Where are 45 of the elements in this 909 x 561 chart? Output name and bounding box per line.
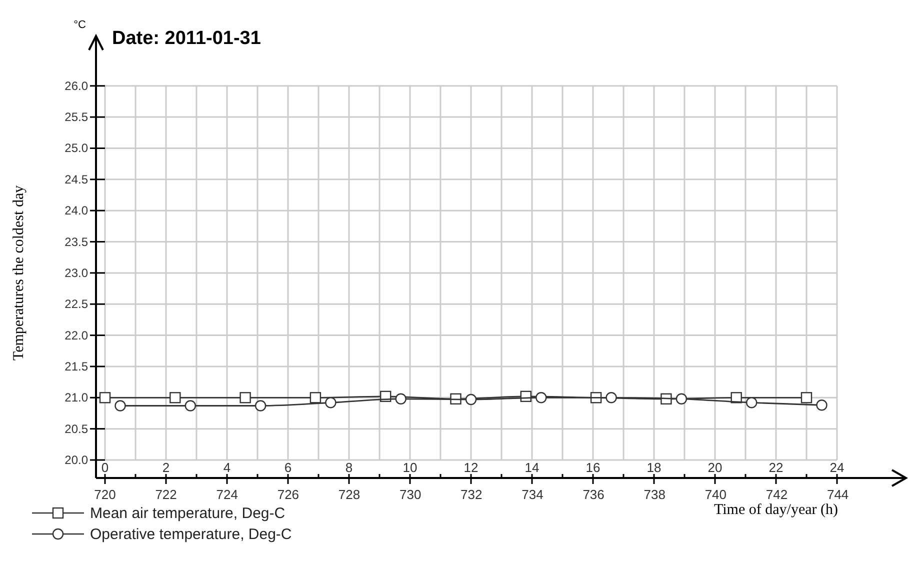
x-tick-label: 12 — [464, 460, 478, 475]
y-tick-label: 22.5 — [64, 297, 88, 312]
y-tick-label: 24.0 — [64, 204, 88, 218]
x-tick-label: 8 — [345, 460, 353, 475]
y-tick-label: 24.5 — [64, 172, 88, 186]
x2-tick-label: 736 — [582, 487, 604, 502]
x-tick-label: 2 — [162, 460, 170, 475]
y-tick-label: 23.0 — [64, 266, 88, 280]
y-tick-label: 25.0 — [64, 141, 88, 156]
chart-title: Date: 2011-01-31 — [112, 28, 262, 49]
legend-label: Mean air temperature, Deg-C — [90, 505, 286, 522]
x2-tick-label: 720 — [94, 487, 116, 502]
y-tick-label: 26.0 — [64, 78, 88, 93]
x2-tick-label: 744 — [826, 487, 849, 502]
x-tick-label: 6 — [284, 460, 292, 475]
x2-tick-label: 740 — [704, 487, 727, 502]
x-tick-label: 20 — [708, 460, 722, 475]
x2-tick-label: 742 — [766, 487, 788, 502]
y-tick-label: 22.0 — [64, 328, 88, 342]
x-tick-label: 16 — [586, 460, 600, 475]
x2-tick-label: 734 — [522, 487, 544, 502]
y-tick-label: 23.5 — [64, 234, 88, 249]
text: °C — [74, 19, 86, 31]
y-tick-label: 20.0 — [64, 453, 88, 467]
x2-tick-label: 732 — [460, 487, 482, 502]
x-tick-label: 22 — [768, 460, 784, 475]
x-tick-label: 14 — [524, 460, 540, 475]
x2-tick-label: 722 — [155, 487, 177, 502]
y-tick-label: 21.0 — [64, 390, 88, 405]
y-axis-title: Temperatures the coldest day — [11, 184, 27, 361]
x2-tick-label: 730 — [399, 487, 422, 502]
y-tick-label: 25.5 — [64, 110, 88, 124]
y-tick-label: 21.5 — [64, 359, 88, 374]
x2-tick-label: 724 — [216, 487, 238, 502]
x2-tick-label: 728 — [338, 487, 360, 502]
legend-label: Operative temperature, Deg-C — [90, 526, 292, 543]
y-tick-label: 20.5 — [64, 422, 88, 436]
x-tick-label: 10 — [402, 460, 418, 475]
x2-tick-label: 726 — [277, 487, 300, 502]
x2-tick-label: 738 — [644, 487, 666, 502]
x-axis-title: Time of day/year (h) — [714, 502, 838, 518]
x-tick-label: 4 — [223, 460, 231, 475]
x-tick-label: 18 — [646, 460, 662, 475]
x-tick-label: 0 — [101, 460, 109, 475]
x-tick-label: 24 — [830, 460, 844, 475]
